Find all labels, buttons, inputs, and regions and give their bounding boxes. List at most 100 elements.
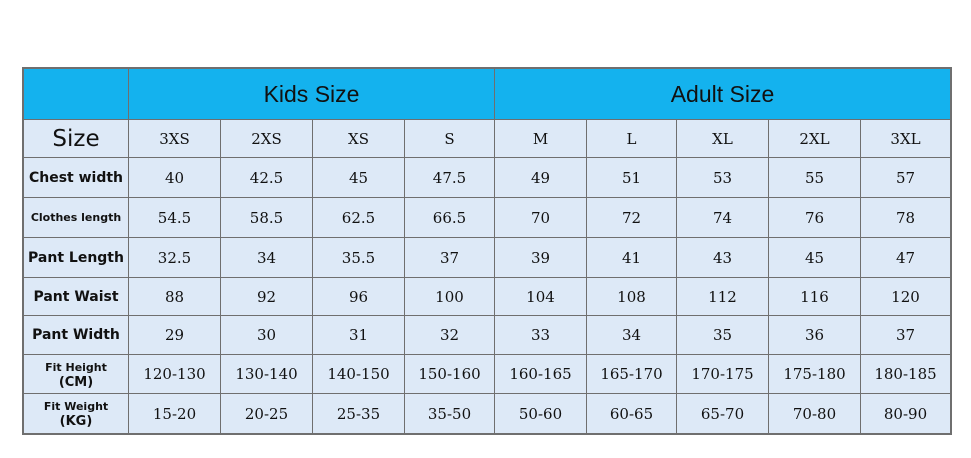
corner-cell	[24, 69, 128, 119]
value-cell: 70	[495, 198, 586, 237]
value-cell: 45	[769, 238, 860, 277]
value-cell: 55	[769, 158, 860, 197]
value-cell: 43	[677, 238, 768, 277]
row-label: Clothes length	[24, 198, 128, 237]
value-cell: 32	[405, 316, 494, 354]
value-cell: 37	[861, 316, 950, 354]
value-cell: 66.5	[405, 198, 494, 237]
row-label-text: Chest width	[28, 169, 124, 186]
value-cell: 47	[861, 238, 950, 277]
row-label-text: Clothes length	[30, 211, 122, 224]
value-cell: 50-60	[495, 394, 586, 433]
value-cell: 30	[221, 316, 312, 354]
size-row: Size 3XS 2XS XS S M L XL 2XL 3XL	[24, 120, 950, 157]
row-label: Chest width	[24, 158, 128, 197]
value-cell: 130-140	[221, 355, 312, 393]
value-cell: 78	[861, 198, 950, 237]
row-label: Pant Waist	[24, 278, 128, 315]
value-cell: 40	[129, 158, 220, 197]
value-cell: 104	[495, 278, 586, 315]
header-row: Kids Size Adult Size	[24, 69, 950, 119]
group-header: Adult Size	[495, 69, 950, 119]
data-row: Pant Length 32.5 34 35.5 37 39 41 43 45 47	[24, 238, 950, 277]
value-cell: 74	[677, 198, 768, 237]
row-label: Pant Width	[24, 316, 128, 354]
value-cell: 165-170	[587, 355, 676, 393]
size-label: Size	[24, 120, 128, 157]
size-cell: 3XS	[129, 120, 220, 157]
value-cell: 29	[129, 316, 220, 354]
value-cell: 60-65	[587, 394, 676, 433]
value-cell: 76	[769, 198, 860, 237]
value-cell: 35	[677, 316, 768, 354]
size-table: Kids Size Adult Size Size 3XS 2XS XS S M L XL 2XL 3…	[22, 67, 952, 435]
value-cell: 31	[313, 316, 404, 354]
value-cell: 54.5	[129, 198, 220, 237]
value-cell: 35.5	[313, 238, 404, 277]
value-cell: 49	[495, 158, 586, 197]
value-cell: 36	[769, 316, 860, 354]
value-cell: 35-50	[405, 394, 494, 433]
value-cell: 80-90	[861, 394, 950, 433]
value-cell: 160-165	[495, 355, 586, 393]
value-cell: 53	[677, 158, 768, 197]
value-cell: 72	[587, 198, 676, 237]
row-label-text: Pant Width	[32, 327, 120, 343]
value-cell: 150-160	[405, 355, 494, 393]
value-cell: 15-20	[129, 394, 220, 433]
row-label: Fit Height (CM)	[24, 355, 128, 393]
data-row: Fit Weight (KG) 15-20 20-25 25-35 35-50 50-60 6…	[24, 394, 950, 433]
size-cell: XS	[313, 120, 404, 157]
value-cell: 65-70	[677, 394, 768, 433]
row-label-text: Pant Length	[28, 249, 124, 266]
value-cell: 32.5	[129, 238, 220, 277]
value-cell: 112	[677, 278, 768, 315]
row-label-text: Pant Waist	[33, 288, 119, 305]
value-cell: 62.5	[313, 198, 404, 237]
value-cell: 39	[495, 238, 586, 277]
size-cell: L	[587, 120, 676, 157]
value-cell: 34	[587, 316, 676, 354]
data-row: Pant Width 29 30 31 32 33 34 35 36 37	[24, 316, 950, 354]
group-header: Kids Size	[129, 69, 494, 119]
value-cell: 33	[495, 316, 586, 354]
value-cell: 120	[861, 278, 950, 315]
value-cell: 100	[405, 278, 494, 315]
value-cell: 47.5	[405, 158, 494, 197]
value-cell: 57	[861, 158, 950, 197]
value-cell: 92	[221, 278, 312, 315]
row-label-text: Fit Weight	[43, 400, 109, 413]
size-cell: 2XS	[221, 120, 312, 157]
value-cell: 51	[587, 158, 676, 197]
value-cell: 116	[769, 278, 860, 315]
value-cell: 41	[587, 238, 676, 277]
row-label: Pant Length	[24, 238, 128, 277]
value-cell: 140-150	[313, 355, 404, 393]
value-cell: 88	[129, 278, 220, 315]
value-cell: 170-175	[677, 355, 768, 393]
row-label: Fit Weight (KG)	[24, 394, 128, 433]
size-cell: S	[405, 120, 494, 157]
size-cell: 3XL	[861, 120, 950, 157]
data-row: Clothes length 54.5 58.5 62.5 66.5 70 72 74 76 78	[24, 198, 950, 237]
data-row: Chest width 40 42.5 45 47.5 49 51 53 55 57	[24, 158, 950, 197]
value-cell: 25-35	[313, 394, 404, 433]
value-cell: 120-130	[129, 355, 220, 393]
value-cell: 175-180	[769, 355, 860, 393]
value-cell: 180-185	[861, 355, 950, 393]
data-row: Fit Height (CM) 120-130 130-140 140-150 150-1…	[24, 355, 950, 393]
value-cell: 20-25	[221, 394, 312, 433]
size-cell: 2XL	[769, 120, 860, 157]
size-cell: XL	[677, 120, 768, 157]
size-chart: Kids Size Adult Size Size 3XS 2XS XS S M L XL 2XL 3…	[22, 67, 952, 435]
row-label-text: Fit Height	[45, 360, 107, 374]
value-cell: 34	[221, 238, 312, 277]
value-cell: 70-80	[769, 394, 860, 433]
row-unit: (KG)	[59, 414, 93, 429]
value-cell: 58.5	[221, 198, 312, 237]
value-cell: 45	[313, 158, 404, 197]
value-cell: 96	[313, 278, 404, 315]
value-cell: 108	[587, 278, 676, 315]
size-cell: M	[495, 120, 586, 157]
